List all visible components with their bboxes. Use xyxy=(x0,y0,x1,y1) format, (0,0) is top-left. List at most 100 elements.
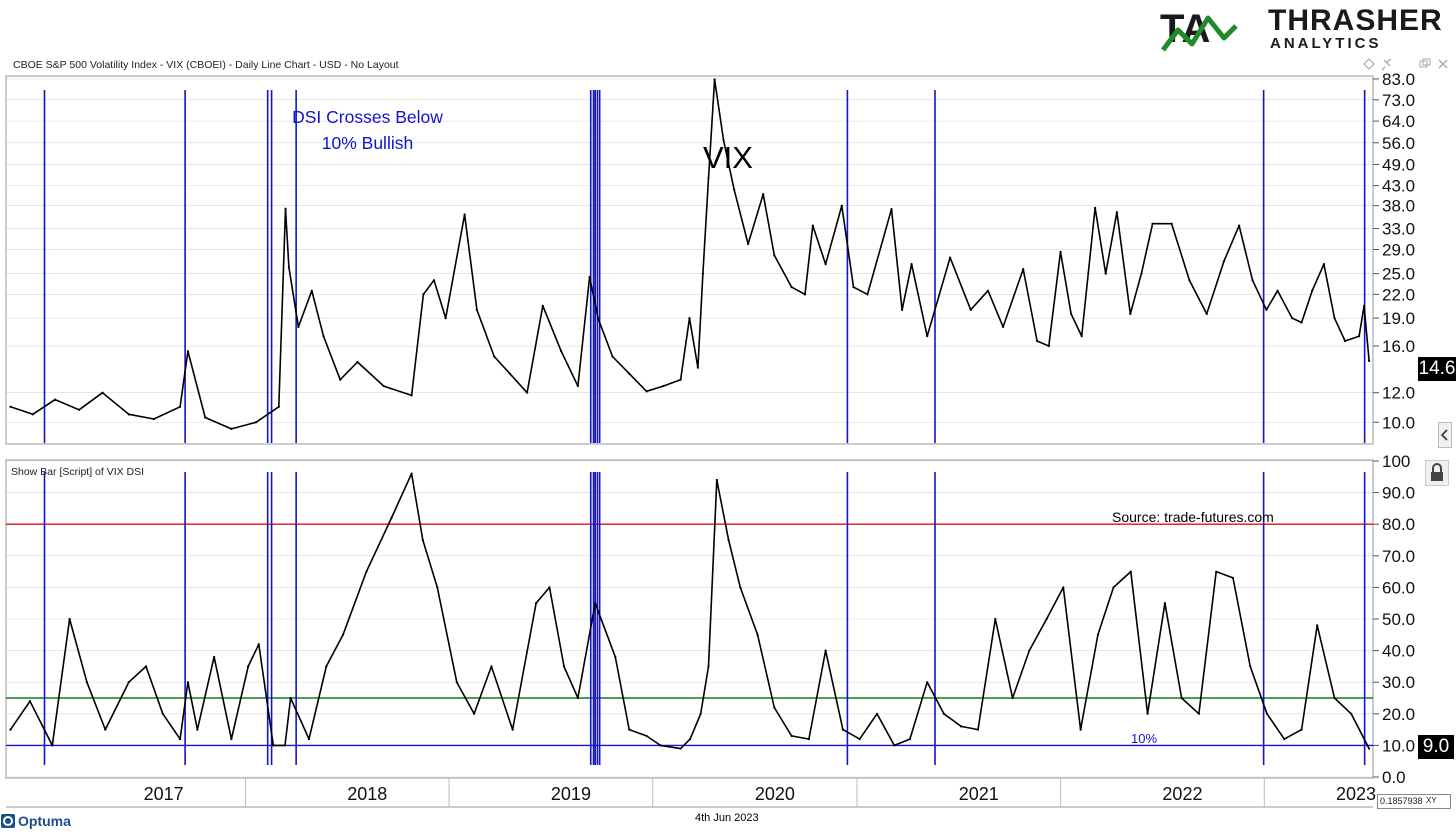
dsi-line-point[interactable] xyxy=(28,700,32,703)
dsi-line-point[interactable] xyxy=(283,744,287,747)
vix-line-point[interactable] xyxy=(463,213,466,216)
vix-line-point[interactable] xyxy=(1344,339,1347,343)
vix-line-point[interactable] xyxy=(696,366,699,369)
signal-lines[interactable] xyxy=(43,90,1366,765)
vix-line-point[interactable] xyxy=(1140,272,1143,275)
dsi-line-point[interactable] xyxy=(1316,624,1319,627)
vix-line-point[interactable] xyxy=(541,304,544,307)
dsi-line-point[interactable] xyxy=(1265,712,1269,715)
dsi-line-point[interactable] xyxy=(1283,737,1286,741)
vix-line-point[interactable] xyxy=(1251,279,1254,282)
dsi-line-point[interactable] xyxy=(473,712,476,715)
vix-line-point[interactable] xyxy=(356,360,359,364)
close-icon[interactable] xyxy=(1438,59,1448,69)
vix-line-point[interactable] xyxy=(746,242,750,246)
vix-line[interactable] xyxy=(10,78,1370,430)
vix-line-point[interactable] xyxy=(9,405,12,408)
vix-line-point[interactable] xyxy=(1276,289,1279,292)
dsi-line-point[interactable] xyxy=(365,570,368,573)
dsi-line-point[interactable] xyxy=(807,737,811,741)
dsi-line-point[interactable] xyxy=(576,696,580,700)
collapse-arrow-icon[interactable] xyxy=(1438,422,1452,448)
dsi-line-point[interactable] xyxy=(1028,649,1031,652)
xy-value-field[interactable]: 0.1857938 xyxy=(1377,794,1451,809)
vix-line-point[interactable] xyxy=(1047,344,1050,348)
dsi-line-point[interactable] xyxy=(307,737,311,741)
vix-line-point[interactable] xyxy=(101,391,104,394)
dsi-line-point[interactable] xyxy=(659,744,662,747)
dsi-line-point[interactable] xyxy=(1197,712,1201,715)
vix-line-point[interactable] xyxy=(596,317,600,320)
vix-line-point[interactable] xyxy=(254,421,258,424)
vix-line-point[interactable] xyxy=(1237,224,1241,227)
vix-line-point[interactable] xyxy=(152,417,155,421)
vix-line-point[interactable] xyxy=(475,308,479,311)
vix-line-point[interactable] xyxy=(762,193,765,196)
vix-line-point[interactable] xyxy=(186,350,189,353)
restore-icon[interactable] xyxy=(1419,58,1431,68)
vix-line-point[interactable] xyxy=(790,286,793,289)
vix-line-point[interactable] xyxy=(824,263,827,266)
dsi-line-point[interactable] xyxy=(455,681,458,684)
dsi-line-point[interactable] xyxy=(926,681,929,684)
vix-line-point[interactable] xyxy=(178,405,182,408)
window-controls[interactable] xyxy=(1362,57,1452,71)
vix-line-point[interactable] xyxy=(230,427,233,430)
dsi-line-point[interactable] xyxy=(688,737,692,741)
dsi-line-point[interactable] xyxy=(1180,696,1183,700)
dsi-line-point[interactable] xyxy=(960,725,963,728)
vix-line-point[interactable] xyxy=(707,177,710,180)
dsi-line-point[interactable] xyxy=(410,472,413,475)
dsi-line-point[interactable] xyxy=(628,728,631,731)
vix-line-point[interactable] xyxy=(576,384,580,388)
vix-line-point[interactable] xyxy=(662,384,665,388)
dsi-line-point[interactable] xyxy=(976,728,980,731)
dsi-series[interactable] xyxy=(9,472,1371,750)
vix-line-point[interactable] xyxy=(297,325,300,329)
vix-line-point[interactable] xyxy=(926,335,929,338)
vix-line-point[interactable] xyxy=(628,372,631,375)
vix-line-point[interactable] xyxy=(866,293,869,296)
xy-toggle-button[interactable]: XY xyxy=(1426,796,1437,805)
dsi-line-point[interactable] xyxy=(257,643,260,646)
vix-line-point[interactable] xyxy=(890,208,893,211)
dsi-line-point[interactable] xyxy=(104,728,107,731)
dsi-line-point[interactable] xyxy=(727,538,730,542)
dsi-line-point[interactable] xyxy=(127,681,130,684)
vix-line-point[interactable] xyxy=(1080,335,1083,338)
vix-line-point[interactable] xyxy=(852,286,855,289)
vix-line-point[interactable] xyxy=(1367,359,1371,362)
dsi-line-point[interactable] xyxy=(1011,696,1014,700)
dsi-line-point[interactable] xyxy=(1333,696,1336,700)
dsi-line-point[interactable] xyxy=(841,728,845,731)
vix-line-point[interactable] xyxy=(1036,339,1039,343)
dsi-line-point[interactable] xyxy=(9,728,12,731)
vix-line-point[interactable] xyxy=(508,372,511,375)
dsi-line-point[interactable] xyxy=(213,655,216,659)
diamond-icon[interactable] xyxy=(1363,58,1375,70)
vix-line-point[interactable] xyxy=(773,254,776,257)
vix-line-point[interactable] xyxy=(948,256,952,259)
vix-line-point[interactable] xyxy=(31,413,34,416)
dsi-line-point[interactable] xyxy=(773,706,776,709)
vix-line-point[interactable] xyxy=(1311,289,1314,292)
vix-line-point[interactable] xyxy=(444,317,447,320)
vix-line-point[interactable] xyxy=(322,335,325,338)
vix-line-point[interactable] xyxy=(382,384,385,388)
dsi-line[interactable] xyxy=(9,472,1370,750)
dsi-line-point[interactable] xyxy=(511,728,514,731)
dsi-line-point[interactable] xyxy=(1096,633,1100,636)
vix-line-point[interactable] xyxy=(910,263,913,266)
vix-line-point[interactable] xyxy=(588,275,591,278)
dsi-line-point[interactable] xyxy=(908,737,911,741)
dsi-line-point[interactable] xyxy=(1231,576,1235,580)
vix-line-point[interactable] xyxy=(701,272,704,275)
vix-line-point[interactable] xyxy=(1362,304,1366,307)
dsi-line-point[interactable] xyxy=(1112,586,1115,589)
dsi-line-point[interactable] xyxy=(645,734,648,738)
dsi-line-point[interactable] xyxy=(390,516,393,519)
vix-line-point[interactable] xyxy=(1265,308,1268,311)
dsi-line-point[interactable] xyxy=(1129,570,1132,573)
vix-line-point[interactable] xyxy=(1188,279,1191,282)
lock-icon[interactable] xyxy=(1425,460,1449,486)
